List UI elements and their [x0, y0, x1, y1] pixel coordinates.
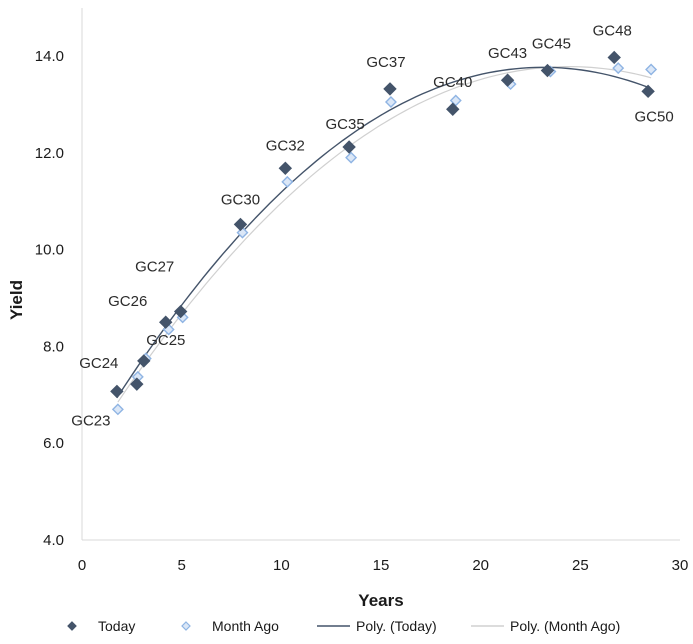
point-label: GC23 — [71, 412, 110, 429]
y-tick-label: 4.0 — [43, 532, 64, 549]
point-label: GC48 — [593, 22, 632, 39]
month-ago-point — [345, 151, 358, 164]
y-tick-label: 14.0 — [35, 48, 64, 65]
today-point — [500, 73, 515, 87]
x-tick-label: 10 — [273, 557, 290, 574]
today-point — [641, 84, 655, 99]
point-label: GC27 — [135, 259, 174, 276]
plot-area — [81, 8, 680, 541]
today-point — [342, 140, 356, 154]
x-tick-label: 0 — [78, 557, 86, 574]
point-label: GC30 — [221, 191, 260, 208]
point-label: GC43 — [488, 45, 527, 62]
today-point — [607, 50, 621, 65]
point-label: GC37 — [366, 54, 405, 71]
month-ago-point — [384, 95, 397, 108]
today-point — [173, 304, 188, 319]
today-point — [540, 63, 555, 78]
legend-label: Poly. (Today) — [356, 618, 437, 634]
point-label: GC24 — [79, 355, 118, 372]
point-label: GC45 — [532, 36, 571, 53]
point-layer — [110, 50, 658, 416]
legend-today-marker — [67, 621, 77, 631]
x-tick-label: 15 — [373, 557, 390, 574]
y-axis-title: Yield — [7, 280, 26, 320]
trendline-month-ago — [117, 66, 652, 403]
month-ago-point — [281, 175, 294, 188]
y-tick-label: 8.0 — [43, 338, 64, 355]
point-label: GC32 — [266, 137, 305, 154]
legend-label: Poly. (Month Ago) — [510, 618, 620, 634]
x-axis-title: Years — [358, 591, 403, 610]
tick-label-layer: 0 5 10 15 20 25 30 4.0 6.0 8.0 10.0 12.0 14.0 — [35, 48, 689, 574]
today-point — [110, 384, 124, 399]
legend-label: Month Ago — [212, 618, 279, 634]
today-point — [137, 354, 151, 368]
x-tick-label: 25 — [572, 557, 589, 574]
today-point — [130, 377, 144, 391]
x-tick-label: 5 — [177, 557, 185, 574]
legend-month-ago-marker — [181, 621, 191, 631]
point-label: GC35 — [326, 116, 365, 133]
month-ago-point — [645, 63, 658, 76]
x-tick-label: 20 — [472, 557, 489, 574]
legend-label: Today — [98, 618, 135, 634]
today-point — [159, 315, 173, 329]
point-label-layer: GC23 GC24 GC25 GC26 GC27 GC30 GC32 GC35 GC37 GC40… — [71, 22, 673, 429]
point-label: GC40 — [433, 74, 472, 91]
month-ago-point — [236, 226, 249, 239]
x-tick-label: 30 — [672, 557, 689, 574]
y-tick-label: 10.0 — [35, 242, 64, 259]
trendline-layer — [116, 66, 652, 403]
point-label: GC50 — [635, 108, 674, 125]
today-point — [383, 82, 397, 96]
y-tick-label: 6.0 — [43, 435, 64, 452]
trendline-today — [116, 66, 649, 399]
point-label: GC26 — [108, 293, 147, 310]
today-point — [446, 102, 460, 116]
y-tick-label: 12.0 — [35, 145, 64, 162]
today-point — [278, 161, 293, 175]
month-ago-point — [111, 403, 124, 416]
point-label: GC25 — [146, 332, 185, 349]
month-ago-point — [612, 62, 625, 75]
today-point — [233, 217, 248, 232]
legend: Today Month Ago Poly. (Today) Poly. (Month … — [67, 618, 620, 634]
